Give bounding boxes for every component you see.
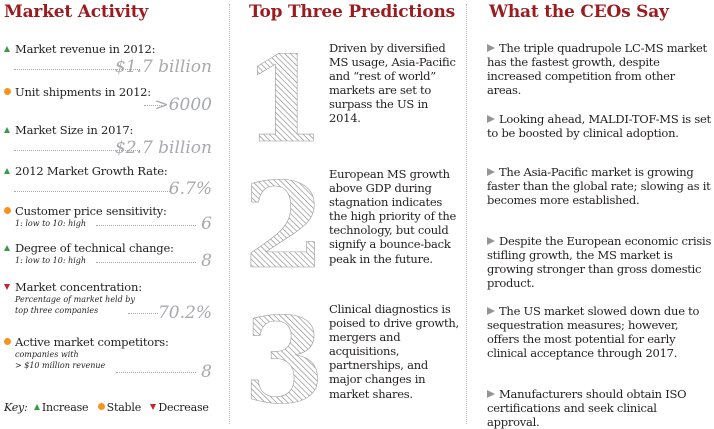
leader-dots <box>96 225 196 226</box>
triangle-bullet-icon <box>487 168 495 176</box>
market-item-label: 2012 Market Growth Rate: <box>15 164 168 178</box>
key-decrease-label: Decrease <box>158 401 209 414</box>
decrease-indicator-icon <box>4 279 13 293</box>
ceo-quote-text: The Asia-Pacific market is growing faste… <box>487 165 711 208</box>
key-decrease: Decrease <box>150 401 209 414</box>
market-item-price-sensitivity: Customer price sensitivity: 1: low to 10… <box>4 203 218 243</box>
leader-dots <box>14 69 140 70</box>
increase-indicator-icon <box>33 404 40 410</box>
triangle-bullet-icon <box>487 237 495 245</box>
market-item-label: Market concentration: <box>15 280 142 294</box>
prediction-1: 1 Driven by diversified MS usage, Asia-P… <box>249 41 456 166</box>
market-item-value: 6.7% <box>168 179 212 199</box>
ceo-quote: The US market slowed down due to sequest… <box>487 304 712 360</box>
column-divider <box>229 4 230 424</box>
key-stable-label: Stable <box>106 401 142 414</box>
key-increase-label: Increase <box>41 401 89 414</box>
market-item-revenue: Market revenue in 2012: $1.7 billion <box>4 41 218 81</box>
leader-dots <box>128 313 158 314</box>
triangle-bullet-icon <box>487 390 495 398</box>
market-item-competitors: Active market competitors: companies wit… <box>4 334 218 384</box>
ceos-column: What the CEOs Say The triple quadrupole … <box>474 0 714 429</box>
market-item-concentration: Market concentration: Percentage of mark… <box>4 279 218 329</box>
market-item-value: >6000 <box>154 95 212 115</box>
market-item-label: Active market competitors: <box>15 335 169 349</box>
column-divider <box>466 4 467 424</box>
leader-dots <box>144 105 162 106</box>
stable-indicator-icon <box>97 403 105 410</box>
market-item-growth-rate: 2012 Market Growth Rate: 6.7% <box>4 163 218 203</box>
key-increase: Increase <box>33 401 89 414</box>
prediction-3: 3 Clinical diagnostics is poised to driv… <box>249 302 459 427</box>
market-item-value: 8 <box>201 362 212 382</box>
ceos-heading: What the CEOs Say <box>489 2 669 22</box>
prediction-2: 2 European MS growth above GDP during st… <box>249 167 456 292</box>
ceo-quote-text: Manufacturers should obtain ISO certific… <box>487 387 687 429</box>
leader-dots <box>14 191 170 192</box>
market-item-subtext: top three companies <box>15 306 99 315</box>
market-activity-heading: Market Activity <box>4 2 149 22</box>
hatched-number-icon: 3 <box>249 302 319 422</box>
predictions-column: Top Three Predictions 1 Driven by divers… <box>236 0 459 429</box>
stable-indicator-icon <box>4 334 13 348</box>
market-item-subtext: Percentage of market held by <box>15 295 135 304</box>
leader-dots <box>14 150 140 151</box>
ceo-quote: Manufacturers should obtain ISO certific… <box>487 387 712 429</box>
ceo-quote: The Asia-Pacific market is growing faste… <box>487 165 712 207</box>
market-item-subtext: companies with <box>15 350 79 359</box>
ceo-quote: Looking ahead, MALDI-TOF-MS is set to be… <box>487 112 712 140</box>
stable-indicator-icon <box>4 203 13 217</box>
indicator-key: Key: Increase Stable Decrease <box>4 401 215 414</box>
leader-dots <box>116 372 196 373</box>
triangle-bullet-icon <box>487 115 495 123</box>
market-item-subtext: 1: low to 10: high <box>15 256 87 265</box>
market-item-subtext: > $10 million revenue <box>15 361 106 370</box>
increase-indicator-icon <box>4 122 13 136</box>
predictions-heading: Top Three Predictions <box>249 2 455 22</box>
key-stable: Stable <box>97 401 142 414</box>
market-item-value: 8 <box>201 251 212 271</box>
triangle-bullet-icon <box>487 307 495 315</box>
market-item-label: Unit shipments in 2012: <box>15 85 151 99</box>
market-item-label: Degree of technical change: <box>15 241 174 255</box>
decrease-indicator-icon <box>150 404 157 410</box>
increase-indicator-icon <box>4 41 13 55</box>
market-item-label: Market revenue in 2012: <box>15 42 156 56</box>
increase-indicator-icon <box>4 163 13 177</box>
stable-indicator-icon <box>4 84 13 98</box>
market-item-subtext: 1: low to 10: high <box>15 219 87 228</box>
market-item-value: 70.2% <box>157 303 212 323</box>
ceo-quote-text: Looking ahead, MALDI-TOF-MS is set to be… <box>487 112 711 141</box>
prediction-number: 1 <box>249 41 319 161</box>
ceo-quote-text: Despite the European economic crisis sti… <box>487 234 712 291</box>
market-item-value: $2.7 billion <box>114 138 212 158</box>
ceo-quote-text: The US market slowed down due to sequest… <box>487 304 700 361</box>
prediction-text: Clinical diagnostics is poised to drive … <box>329 302 459 401</box>
prediction-text: Driven by diversified MS usage, Asia-Pac… <box>329 41 456 126</box>
ceo-quote: The triple quadrupole LC-MS market has t… <box>487 41 712 97</box>
prediction-number: 2 <box>249 167 319 287</box>
market-item-label: Market Size in 2017: <box>15 123 134 137</box>
ceo-quote-text: The triple quadrupole LC-MS market has t… <box>487 41 707 98</box>
prediction-number: 3 <box>249 302 319 422</box>
triangle-bullet-icon <box>487 44 495 52</box>
prediction-text: European MS growth above GDP during stag… <box>329 167 457 266</box>
ceo-quote: Despite the European economic crisis sti… <box>487 234 712 290</box>
hatched-number-icon: 2 <box>249 167 319 287</box>
market-item-technical-change: Degree of technical change: 1: low to 10… <box>4 240 218 280</box>
hatched-number-icon: 1 <box>249 41 319 161</box>
market-item-value: $1.7 billion <box>114 57 212 77</box>
market-activity-column: Market Activity Market revenue in 2012: … <box>0 0 222 429</box>
market-item-value: 6 <box>201 214 212 234</box>
key-title: Key: <box>4 401 28 414</box>
market-item-unit-shipments: Unit shipments in 2012: >6000 <box>4 84 218 124</box>
increase-indicator-icon <box>4 240 13 254</box>
market-item-market-size: Market Size in 2017: $2.7 billion <box>4 122 218 162</box>
leader-dots <box>96 262 196 263</box>
market-item-label: Customer price sensitivity: <box>15 204 167 218</box>
